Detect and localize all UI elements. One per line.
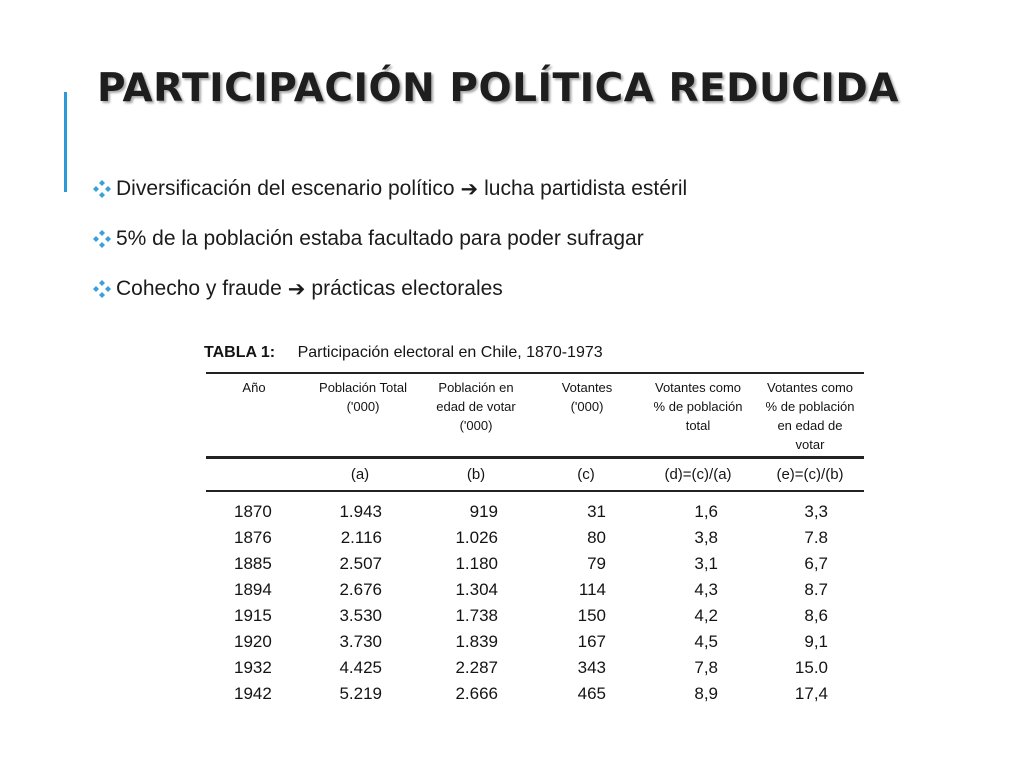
bullet-text: lucha partidista estéril <box>484 177 688 200</box>
column-header: Votantes ('000) <box>561 380 613 414</box>
table-row: 1932 4.425 2.287 343 7,8 15.0 <box>200 656 868 682</box>
column-letter: (b) <box>466 466 486 483</box>
cell-year: 1885 <box>234 554 272 573</box>
column-header: Votantes como % de población total <box>653 380 743 433</box>
table-row: 1885 2.507 1.180 79 3,1 6,7 <box>200 552 868 578</box>
cell-pct-total: 3,8 <box>694 528 718 547</box>
column-header: Votantes como % de población en edad de … <box>765 380 855 452</box>
table-caption: TABLA 1: Participación electoral en Chil… <box>204 344 603 362</box>
cell-voting-age: 1.304 <box>455 580 498 599</box>
cell-pct-voting-age: 17,4 <box>794 684 828 703</box>
cell-year: 1870 <box>234 502 272 521</box>
bullet-item: Diversificación del escenario político ➔… <box>92 164 687 214</box>
cell-pct-voting-age: 8.7 <box>804 580 828 599</box>
column-letter: (a) <box>350 466 370 483</box>
cell-population: 3.530 <box>339 606 382 625</box>
cell-population: 4.425 <box>339 658 382 677</box>
cell-voting-age: 1.839 <box>455 632 498 651</box>
column-letter: (c) <box>577 466 595 483</box>
cell-year: 1876 <box>234 528 272 547</box>
diamond-cluster-icon <box>93 180 111 198</box>
cell-year: 1915 <box>234 606 272 625</box>
cell-voting-age: 919 <box>469 502 498 521</box>
cell-pct-total: 1,6 <box>694 502 718 521</box>
cell-pct-voting-age: 9,1 <box>804 632 828 651</box>
table-row: 1942 5.219 2.666 465 8,9 17,4 <box>200 682 868 708</box>
cell-pct-voting-age: 15.0 <box>794 658 828 677</box>
cell-population: 5.219 <box>339 684 382 703</box>
cell-voters: 80 <box>587 528 606 547</box>
table-row: 1915 3.530 1.738 150 4,2 8,6 <box>200 604 868 630</box>
cell-pct-total: 4,3 <box>694 580 718 599</box>
cell-year: 1932 <box>234 658 272 677</box>
cell-voting-age: 1.026 <box>455 528 498 547</box>
cell-voting-age: 1.180 <box>455 554 498 573</box>
bullet-text: prácticas electorales <box>311 277 503 300</box>
table-caption-label: TABLA 1: <box>204 344 276 361</box>
arrow-right-icon: ➔ <box>287 277 306 301</box>
bullet-text: Diversificación del escenario político <box>116 177 455 200</box>
bullet-item: 5% de la población estaba facultado para… <box>92 214 687 264</box>
slide-title: PARTICIPACIÓN POLÍTICA REDUCIDA <box>97 66 899 111</box>
cell-population: 1.943 <box>339 502 382 521</box>
table-row: 1920 3.730 1.839 167 4,5 9,1 <box>200 630 868 656</box>
bullet-text: Cohecho y fraude <box>116 277 282 300</box>
table-rule <box>206 456 864 459</box>
cell-year: 1942 <box>234 684 272 703</box>
diamond-cluster-icon <box>93 230 111 248</box>
cell-pct-total: 4,5 <box>694 632 718 651</box>
cell-pct-total: 4,2 <box>694 606 718 625</box>
table-row: 1870 1.943 919 31 1,6 3,3 <box>200 500 868 526</box>
cell-voters: 114 <box>578 580 606 599</box>
table-rule <box>206 372 864 374</box>
cell-year: 1894 <box>234 580 272 599</box>
table-rule <box>206 490 864 492</box>
column-letter: (d)=(c)/(a) <box>664 466 732 483</box>
cell-pct-voting-age: 8,6 <box>804 606 828 625</box>
diamond-cluster-icon <box>93 280 111 298</box>
cell-year: 1920 <box>234 632 272 651</box>
cell-pct-total: 7,8 <box>694 658 718 677</box>
cell-population: 2.676 <box>339 580 382 599</box>
table-body: 1870 1.943 919 31 1,6 3,3 1876 2.116 1.0… <box>200 500 868 708</box>
column-header: Población en edad de votar ('000) <box>436 380 516 433</box>
cell-voting-age: 2.666 <box>455 684 498 703</box>
bullet-list: Diversificación del escenario político ➔… <box>92 164 687 314</box>
cell-population: 2.507 <box>339 554 382 573</box>
column-header: Población Total ('000) <box>319 380 407 414</box>
table-caption-title: Participación electoral en Chile, 1870-1… <box>297 344 603 361</box>
accent-bar <box>64 92 67 192</box>
cell-voters: 31 <box>587 502 606 521</box>
table-row: 1876 2.116 1.026 80 3,8 7.8 <box>200 526 868 552</box>
bullet-item: Cohecho y fraude ➔ prácticas electorales <box>92 264 687 314</box>
column-header: Año <box>242 380 266 395</box>
arrow-right-icon: ➔ <box>460 177 479 201</box>
cell-voting-age: 2.287 <box>455 658 498 677</box>
cell-voters: 343 <box>577 658 606 677</box>
participation-table: TABLA 1: Participación electoral en Chil… <box>200 338 868 718</box>
cell-pct-voting-age: 7.8 <box>804 528 828 547</box>
cell-population: 2.116 <box>340 528 382 547</box>
cell-pct-voting-age: 3,3 <box>804 502 828 521</box>
cell-voters: 79 <box>587 554 606 573</box>
cell-population: 3.730 <box>339 632 382 651</box>
cell-pct-total: 8,9 <box>694 684 718 703</box>
cell-voters: 465 <box>577 684 606 703</box>
table-row: 1894 2.676 1.304 114 4,3 8.7 <box>200 578 868 604</box>
column-letter: (e)=(c)/(b) <box>776 466 844 483</box>
cell-voters: 150 <box>577 606 606 625</box>
cell-pct-voting-age: 6,7 <box>804 554 828 573</box>
cell-voters: 167 <box>577 632 606 651</box>
cell-voting-age: 1.738 <box>455 606 498 625</box>
cell-pct-total: 3,1 <box>694 554 718 573</box>
bullet-text: 5% de la población estaba facultado para… <box>116 227 644 250</box>
